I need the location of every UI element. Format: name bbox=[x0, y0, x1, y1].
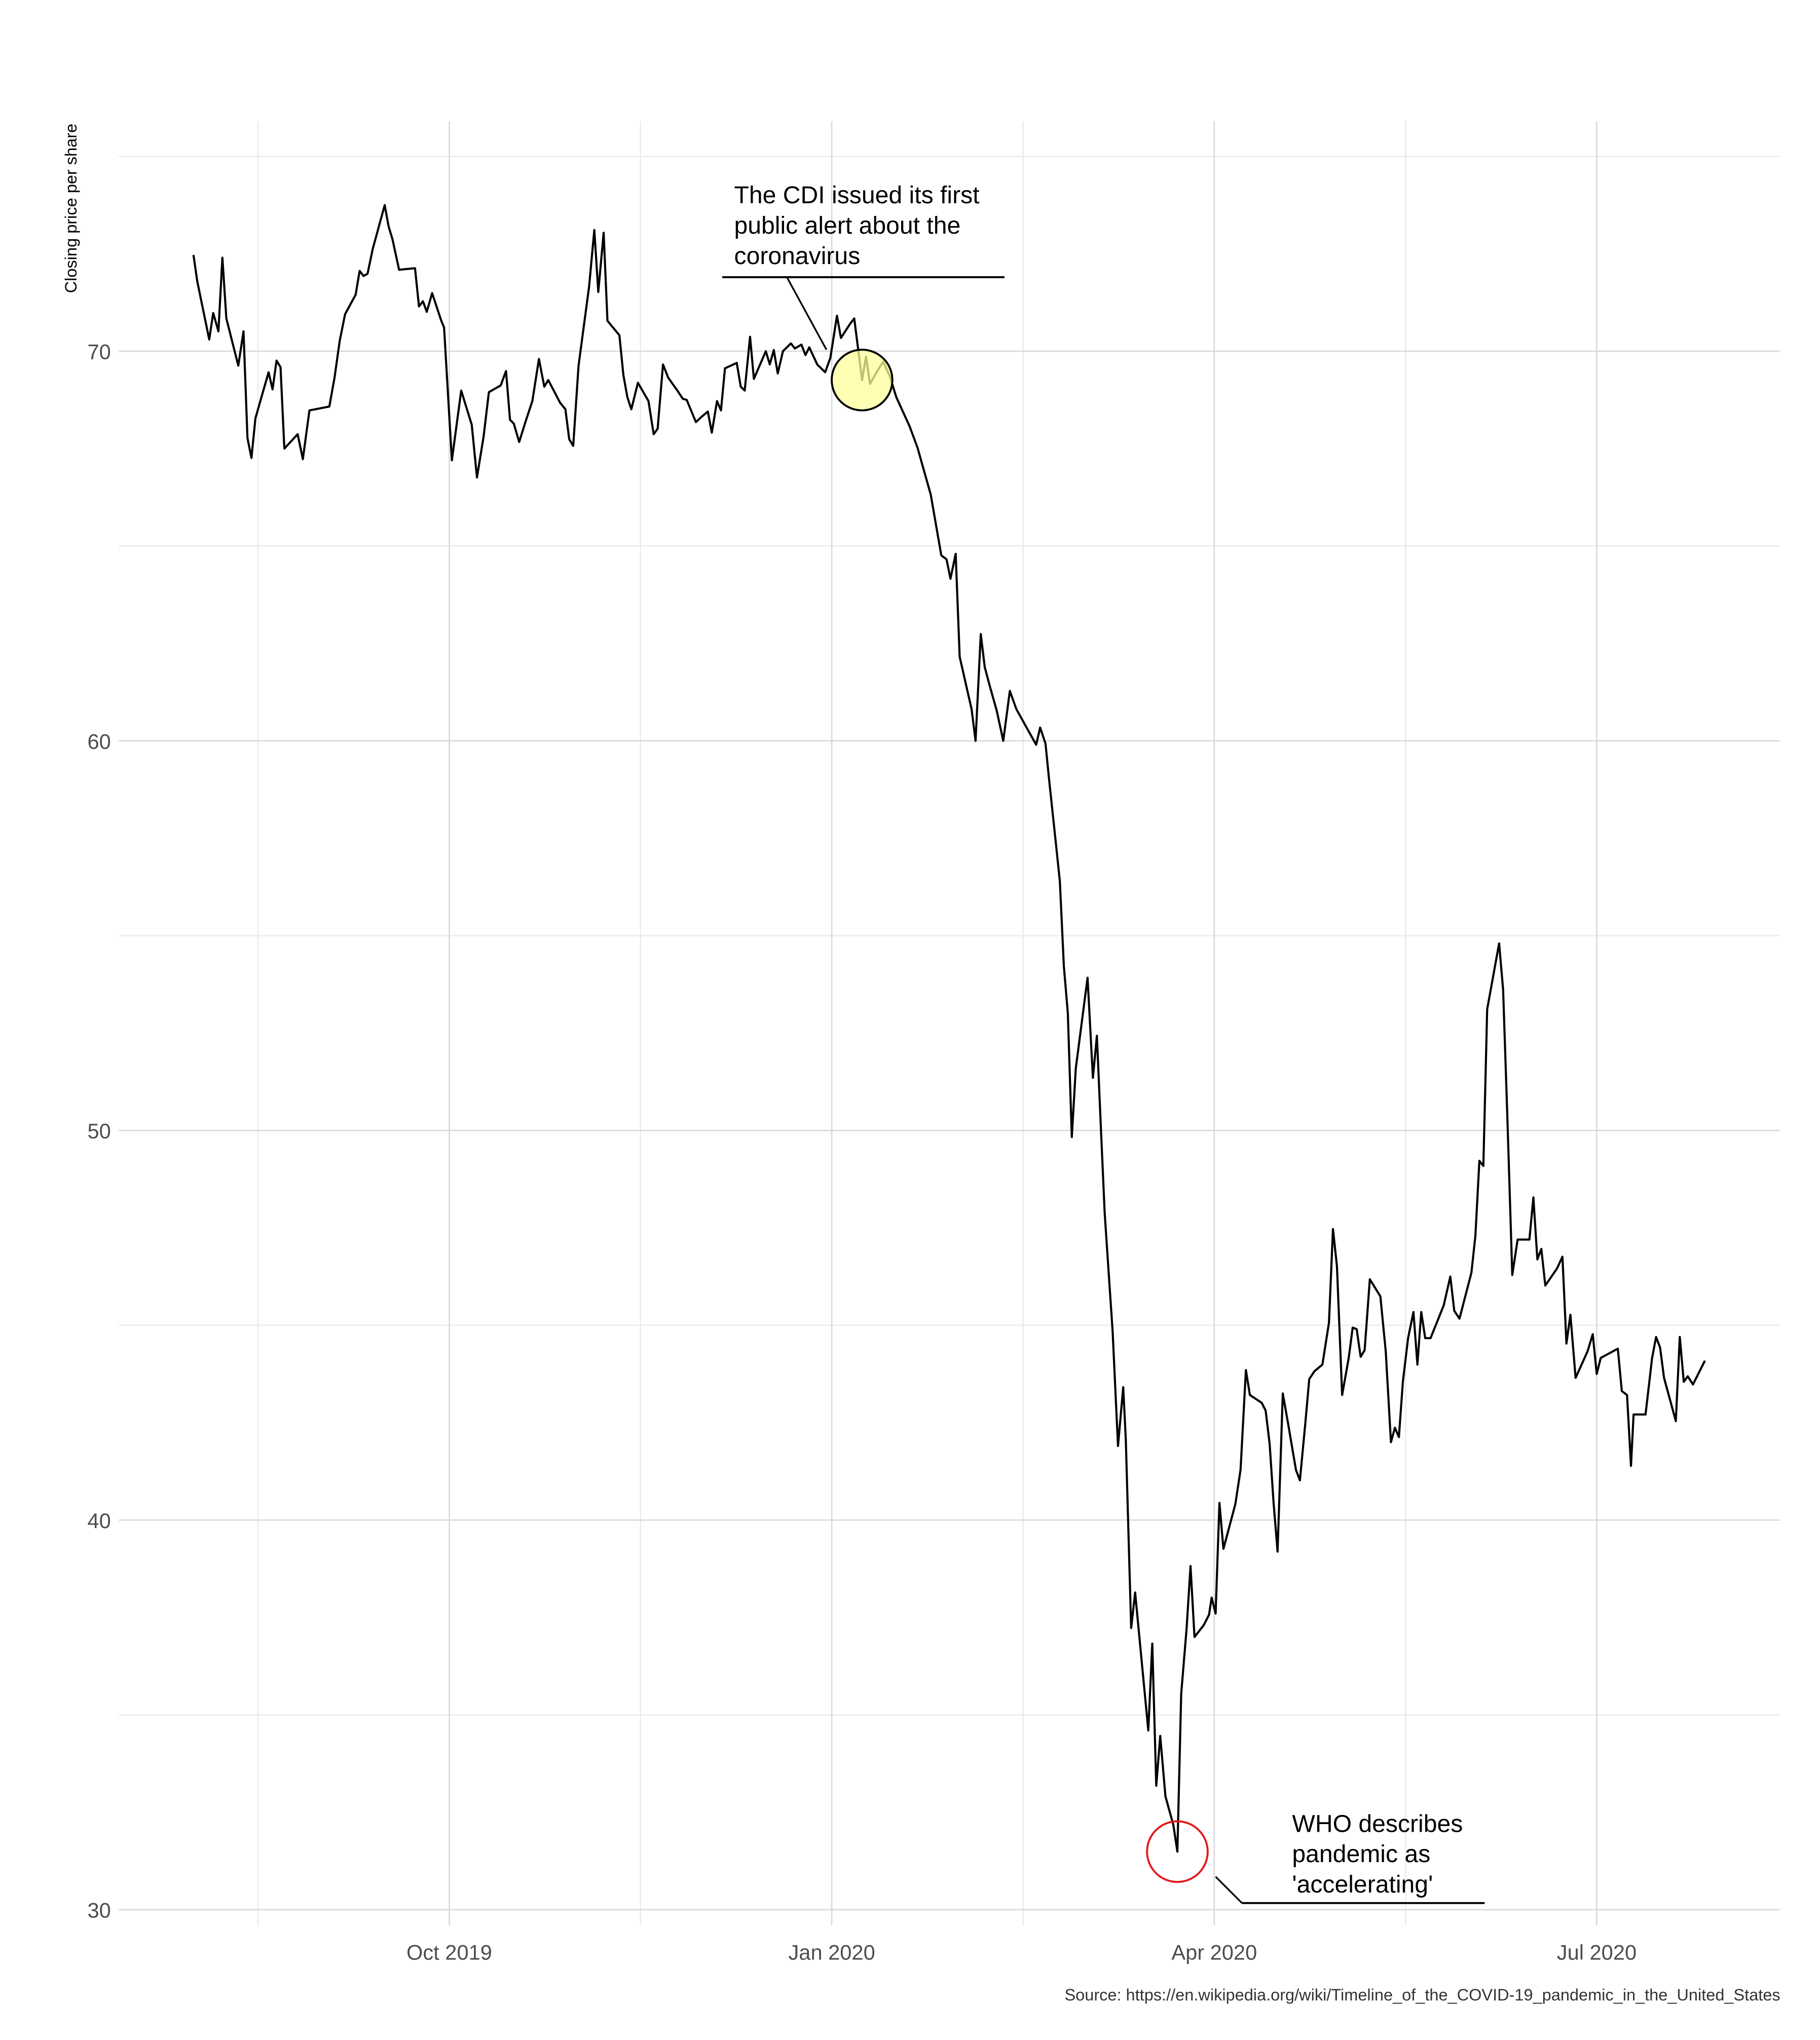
annotation-text: WHO describes bbox=[1292, 1810, 1463, 1837]
annotation-marker bbox=[831, 349, 894, 412]
annotation-leader bbox=[1215, 1876, 1243, 1904]
x-tick-label: Apr 2020 bbox=[1171, 1940, 1257, 1964]
annotation-marker bbox=[1146, 1820, 1209, 1883]
y-tick-label: 30 bbox=[88, 1899, 111, 1922]
annotation-text: The CDI issued its first bbox=[734, 181, 980, 209]
y-axis-label: Closing price per share bbox=[62, 124, 80, 293]
y-tick-label: 50 bbox=[88, 1119, 111, 1143]
y-tick-label: 40 bbox=[88, 1509, 111, 1533]
annotation-text: 'accelerating' bbox=[1292, 1871, 1433, 1898]
grid bbox=[119, 121, 1780, 1925]
price-line bbox=[192, 204, 1706, 1853]
x-tick-label: Jan 2020 bbox=[789, 1940, 875, 1964]
y-tick-label: 70 bbox=[88, 340, 111, 364]
annotation-leader bbox=[786, 277, 828, 350]
annotation-text: pandemic as bbox=[1292, 1840, 1430, 1868]
x-tick-label: Oct 2019 bbox=[406, 1940, 492, 1964]
y-tick-label: 60 bbox=[88, 729, 111, 753]
source-note: Source: https://en.wikipedia.org/wiki/Ti… bbox=[1064, 1986, 1780, 2004]
annotation-text: public alert about the bbox=[734, 212, 961, 239]
annotation-text: coronavirus bbox=[734, 242, 861, 270]
x-tick-label: Jul 2020 bbox=[1557, 1940, 1637, 1964]
